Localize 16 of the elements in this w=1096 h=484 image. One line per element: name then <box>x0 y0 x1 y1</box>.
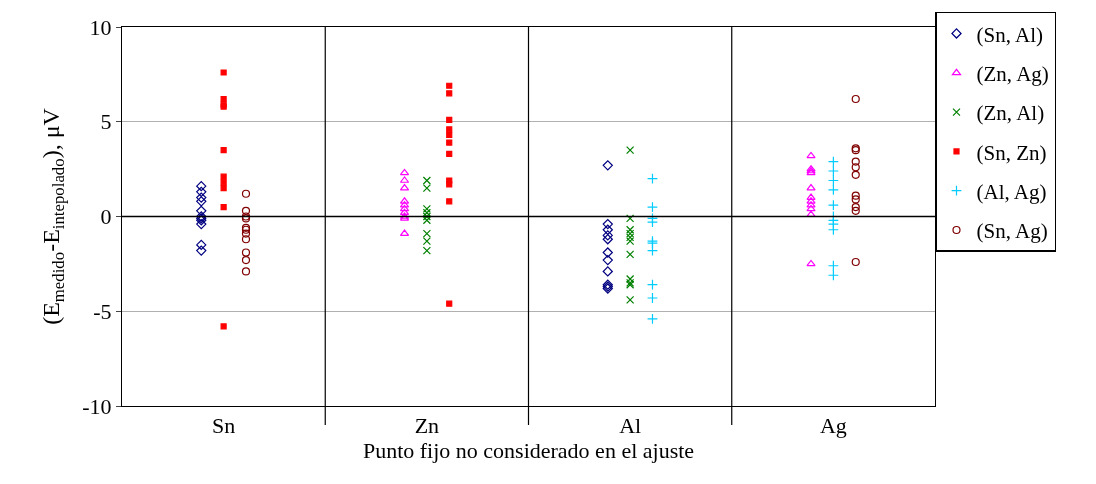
x-axis-title: Punto fijo no considerado en el ajuste <box>362 438 695 464</box>
y-tick-label: 5 <box>100 109 112 135</box>
x-tick-label: Ag <box>819 413 847 439</box>
legend-label: (Sn, Zn) <box>976 140 1047 165</box>
legend-label: (Sn, Ag) <box>976 219 1048 244</box>
legend-label: (Zn, Ag) <box>976 61 1049 86</box>
x-tick-label: Al <box>619 413 642 439</box>
x-tick-label: Zn <box>414 413 440 439</box>
y-tick-label: 0 <box>100 204 112 230</box>
y-tick-label: -5 <box>93 298 112 324</box>
legend-label: (Zn, Al) <box>976 101 1045 126</box>
x-tick-label: Sn <box>212 413 236 439</box>
y-tick-label: 10 <box>89 14 112 40</box>
y-tick-label: -10 <box>82 393 112 419</box>
legend-label: (Sn, Al) <box>976 22 1044 47</box>
legend-label: (Al, Ag) <box>976 179 1047 204</box>
